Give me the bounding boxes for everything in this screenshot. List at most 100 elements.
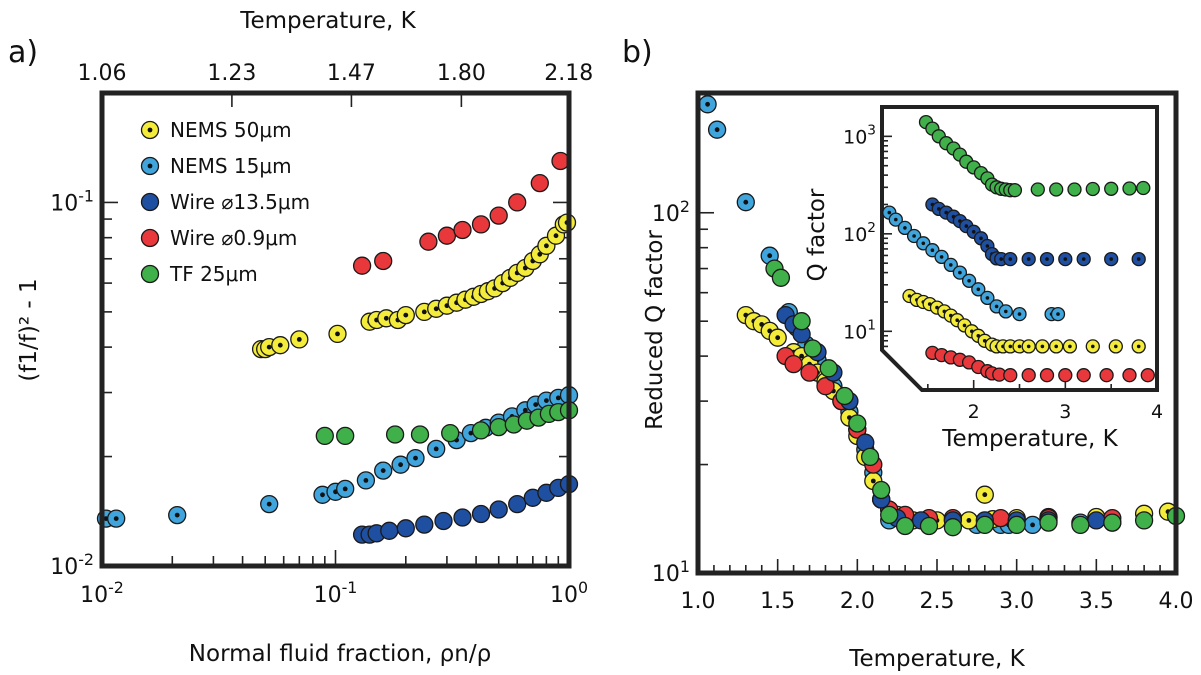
inset-x-tick-label: 4 xyxy=(1151,401,1163,423)
inset-x-axis-title: Temperature, K xyxy=(941,426,1118,452)
legend-marker-dot xyxy=(147,163,153,169)
panel-a-point-dot xyxy=(335,331,340,337)
panel-a-x-tick-labels: 10-2 10-1 100 xyxy=(80,578,588,608)
inset-point-tf25 xyxy=(1122,181,1137,196)
legend-marker-tf25 xyxy=(140,264,160,284)
inset-y-tick-label: 102 xyxy=(843,220,876,246)
inset-x-tick-label: 3 xyxy=(1059,401,1071,423)
panel-a-point-tf25 xyxy=(441,423,460,443)
inset-point-dot xyxy=(985,296,990,300)
inset-point-dot xyxy=(964,224,969,228)
inset-point-dot xyxy=(1008,344,1013,349)
panel-a-point-dot xyxy=(553,233,559,239)
inset-point-dot xyxy=(958,270,962,275)
inset-point-dot xyxy=(1017,312,1022,316)
panel-a-top-ticks: 1.06 1.23 1.47 1.80 2.18 xyxy=(78,61,593,107)
inset-point-dot xyxy=(1068,344,1072,349)
inset-point-tf25 xyxy=(1067,182,1082,197)
panel-a-point-wire09 xyxy=(551,151,570,171)
inset-point-dot xyxy=(1109,257,1113,261)
legend-label-wire09: Wire ⌀0.9μm xyxy=(170,226,297,250)
panel-a-point-dot xyxy=(413,455,418,461)
panel-b-point-tf25 xyxy=(1039,513,1058,532)
panel-a-point-wire09 xyxy=(489,206,508,225)
inset-point-dot xyxy=(1017,344,1022,349)
panel-a-point-wire13 xyxy=(489,500,508,519)
panel-a-point-dot xyxy=(380,468,386,473)
panel-a-y-tick-label: 10-1 xyxy=(50,186,94,216)
panel-a-points xyxy=(96,151,579,544)
panel-a-point-dot xyxy=(522,407,528,413)
inset-x-tick-labels: 2 3 4 xyxy=(968,401,1163,423)
panel-b-x-tick-label: 2.5 xyxy=(920,589,955,614)
panel-a-point-wire13 xyxy=(434,511,453,531)
panel-a-point-dot xyxy=(421,309,427,315)
panel-b-points xyxy=(698,95,1186,537)
panel-a: a) Temperature, K 1.06 1.23 1.47 1.80 2.18 N… xyxy=(8,8,593,667)
inset-point-dot xyxy=(971,230,976,234)
panel-b: b) Temperature, K Reduced Q factor 1.0 1.… xyxy=(622,35,1194,672)
inset-point-dot xyxy=(1136,344,1141,349)
panel-b-point-dot xyxy=(870,478,876,484)
inset-point-dot xyxy=(1114,344,1118,349)
inset-y-tick-label: 101 xyxy=(843,317,876,343)
panel-a-point-dot xyxy=(113,516,119,521)
panel-b-y-tick-label: 101 xyxy=(652,557,690,587)
inset-x-tick-label: 2 xyxy=(968,401,980,423)
panel-a-point-dot xyxy=(174,512,180,518)
panel-a-point-dot xyxy=(398,462,403,468)
panel-a-point-dot xyxy=(342,486,348,492)
panel-b-point-tf25 xyxy=(975,515,994,535)
panel-a-y-tick-label: 10-2 xyxy=(50,550,94,580)
panel-b-point-wire09 xyxy=(800,363,819,382)
panel-a-top-tick-label: 1.47 xyxy=(327,61,376,86)
inset-points xyxy=(882,114,1155,383)
inset-y-tick-labels: 101 102 103 xyxy=(843,122,876,343)
inset-point-dot xyxy=(979,236,983,241)
panel-a-point-tf25 xyxy=(410,425,430,444)
panel-a-point-wire13 xyxy=(508,494,527,514)
panel-a-point-tf25 xyxy=(315,426,334,446)
panel-b-point-tf25 xyxy=(1071,515,1090,535)
panel-a-top-tick-label: 1.23 xyxy=(207,61,256,86)
panel-a-top-tick-label: 1.06 xyxy=(78,61,127,86)
panel-a-point-wire13 xyxy=(453,508,472,527)
panel-b-point-tf25 xyxy=(792,312,811,331)
inset-point-tf25 xyxy=(1030,182,1045,197)
panel-a-top-tick-label: 2.18 xyxy=(544,61,593,86)
inset-point-wire09 xyxy=(1021,368,1036,383)
inset-point-wire09 xyxy=(1140,368,1155,383)
panel-a-legend: NEMS 50μm NEMS 15μm Wire ⌀13.5μm Wire ⌀0.9μ… xyxy=(140,118,310,286)
panel-a-top-axis-title: Temperature, K xyxy=(239,8,416,34)
panel-b-point-dot xyxy=(767,253,773,259)
inset-point-dot xyxy=(967,279,971,283)
legend-marker-wire09 xyxy=(140,228,160,248)
panel-b-point-tf25 xyxy=(880,505,899,525)
inset-point-tf25 xyxy=(1136,180,1151,196)
panel-a-point-wire09 xyxy=(352,256,372,275)
inset-point-dot xyxy=(887,210,892,215)
panel-a-point-wire09 xyxy=(530,173,549,193)
panel-a-top-tick-label: 1.80 xyxy=(437,61,486,86)
inset-y-tick-label: 103 xyxy=(843,122,876,148)
panel-b-point-dot xyxy=(799,353,804,359)
panel-b-point-tf25 xyxy=(803,339,822,358)
panel-b-point-tf25 xyxy=(835,386,854,406)
inset-point-dot xyxy=(949,263,953,267)
panel-b-point-tf25 xyxy=(1007,515,1026,535)
panel-a-plot-frame xyxy=(99,90,572,569)
panel-a-x-tick-label: 10-2 xyxy=(80,578,124,608)
panel-b-x-tick-label: 3.0 xyxy=(999,589,1034,614)
panel-a-point-dot xyxy=(433,446,439,452)
panel-b-point-dot xyxy=(966,518,972,523)
panel-a-point-dot xyxy=(433,306,439,312)
panel-a-point-wire13 xyxy=(415,515,434,534)
inset-point-wire09 xyxy=(1122,368,1137,383)
inset-point-dot xyxy=(939,255,944,259)
legend-label-wire13: Wire ⌀13.5μm xyxy=(170,190,310,214)
inset-point-dot xyxy=(930,248,935,252)
panel-a-x-tick-label: 10-1 xyxy=(314,578,358,608)
inset-point-tf25 xyxy=(1049,182,1064,197)
panel-b-point-tf25 xyxy=(860,447,880,467)
panel-b-point-tf25 xyxy=(1103,513,1122,532)
